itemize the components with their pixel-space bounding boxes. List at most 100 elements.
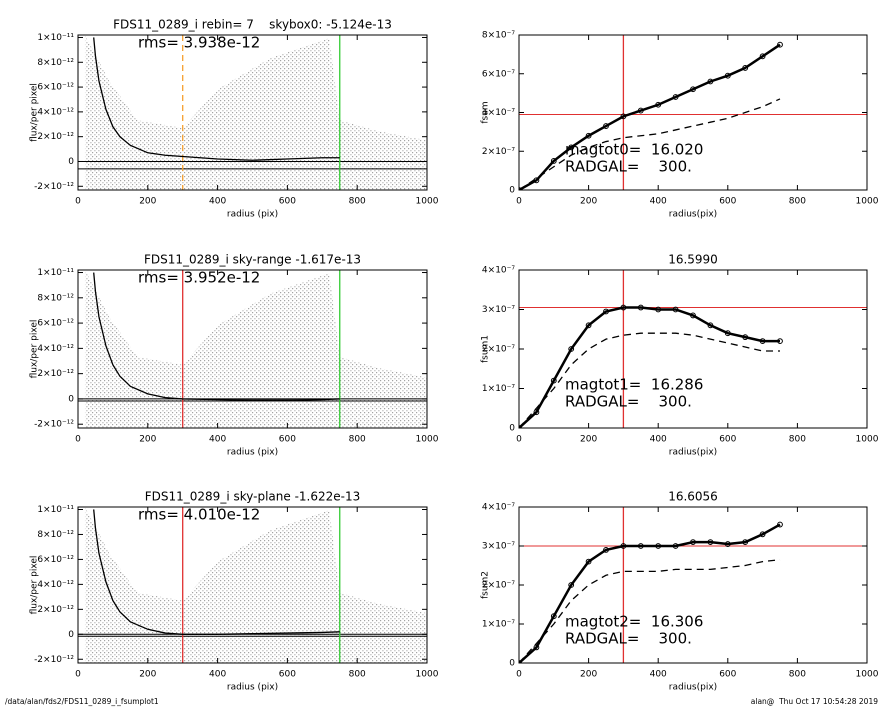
annotation: rms= 3.938e-12 (138, 34, 260, 52)
plot-area (78, 35, 427, 190)
x-tick-label: 800 (789, 435, 806, 445)
y-tick-label: 1×10⁻¹¹ (37, 33, 74, 43)
marker (672, 306, 679, 313)
marker (759, 338, 766, 345)
marker (707, 539, 714, 545)
marker (533, 409, 540, 416)
series-line (519, 98, 781, 190)
y-tick-label: 8×10⁻¹² (37, 58, 74, 68)
marker (568, 346, 575, 352)
marker (585, 132, 592, 139)
marker (690, 86, 696, 93)
x-tick-label: 1000 (856, 670, 879, 680)
y-tick-label: 4×10⁻⁷ (482, 108, 515, 118)
y-tick-label: 1×10⁻¹¹ (37, 505, 74, 515)
x-tick-label: 600 (279, 435, 296, 445)
series-line (93, 37, 340, 161)
marker (585, 558, 592, 565)
series-line (93, 509, 340, 635)
scatter-cloud (84, 507, 427, 663)
y-tick-label: 0 (68, 157, 74, 167)
y-tick-label: 0 (68, 630, 74, 640)
marker (550, 158, 557, 164)
marker (568, 582, 575, 588)
y-axis-label: flux/per pixel (30, 83, 40, 142)
marker (550, 613, 557, 620)
x-axis-label: radius (pix) (227, 210, 278, 220)
marker (637, 304, 644, 311)
y-tick-label: 6×10⁻¹² (37, 555, 74, 565)
y-tick-label: 2×10⁻⁷ (482, 147, 515, 157)
x-tick-label: 0 (516, 670, 522, 680)
x-tick-label: 1000 (416, 197, 439, 207)
annotation: rms= 4.010e-12 (138, 506, 260, 524)
x-tick-label: 600 (279, 670, 296, 680)
marker (777, 521, 783, 528)
x-tick-label: 800 (789, 670, 806, 680)
y-axis-label: flux/per pixel (30, 556, 40, 615)
panel-title: 16.6056 (668, 490, 718, 504)
x-tick-label: 1000 (856, 197, 879, 207)
plot-area (78, 507, 427, 663)
marker (742, 539, 749, 545)
y-axis-label: flux/per pixel (30, 320, 40, 379)
y-tick-label: 3×10⁻⁷ (482, 305, 515, 315)
y-axis-label: fsum1 (481, 335, 491, 363)
x-tick-label: 600 (719, 435, 736, 445)
axes-frame (77, 506, 428, 664)
y-tick-label: 4×10⁻⁷ (482, 503, 515, 513)
x-tick-label: 600 (279, 197, 296, 207)
marker (655, 543, 662, 549)
x-tick-label: 400 (650, 435, 667, 445)
x-tick-label: 200 (580, 197, 597, 207)
marker (568, 144, 575, 151)
marker (585, 322, 592, 329)
x-tick-label: 400 (209, 435, 226, 445)
x-axis-label: radius(pix) (669, 210, 717, 220)
y-axis-label: fsum (481, 101, 491, 123)
series-line (519, 523, 781, 663)
x-axis-label: radius(pix) (669, 683, 717, 693)
y-tick-label: 8×10⁻¹² (37, 293, 74, 303)
marker (637, 107, 644, 114)
marker (707, 322, 714, 329)
y-tick-label: 6×10⁻¹² (37, 83, 74, 93)
marker (620, 304, 627, 311)
y-tick-label: 2×10⁻⁷ (482, 345, 515, 355)
panel-title: FDS11_0289_i rebin= 7 skybox0: -5.124e-1… (113, 18, 392, 32)
axes-frame (77, 34, 428, 191)
y-tick-label: 6×10⁻⁷ (482, 69, 515, 79)
plot-area (519, 270, 867, 428)
marker (637, 543, 644, 549)
y-tick-label: 6×10⁻¹² (37, 319, 74, 329)
y-tick-label: 3×10⁻⁷ (482, 542, 515, 552)
marker (724, 541, 731, 547)
marker (759, 531, 766, 538)
panel-title: 16.5990 (668, 253, 718, 267)
x-tick-label: 200 (139, 197, 156, 207)
x-tick-label: 800 (349, 197, 366, 207)
x-tick-label: 0 (75, 670, 81, 680)
y-axis-label: fsum2 (481, 571, 491, 599)
x-tick-label: 1000 (416, 435, 439, 445)
x-tick-label: 400 (650, 670, 667, 680)
series-line (519, 332, 780, 428)
annotation: magtot2= 16.306 (565, 613, 703, 631)
marker (620, 543, 627, 549)
marker (620, 113, 627, 120)
x-tick-label: 0 (75, 197, 81, 207)
y-tick-label: 4×10⁻⁷ (482, 266, 515, 276)
x-tick-label: 0 (75, 435, 81, 445)
marker (690, 539, 696, 545)
annotation: magtot0= 16.020 (565, 141, 703, 159)
x-tick-label: 1000 (856, 435, 879, 445)
y-tick-label: 2×10⁻¹² (37, 605, 74, 615)
y-tick-label: -2×10⁻¹² (34, 420, 74, 430)
marker (724, 72, 731, 79)
y-tick-label: 0 (509, 186, 515, 196)
marker (672, 543, 679, 549)
y-tick-label: 0 (68, 394, 74, 404)
marker (533, 644, 540, 651)
marker (603, 123, 609, 129)
